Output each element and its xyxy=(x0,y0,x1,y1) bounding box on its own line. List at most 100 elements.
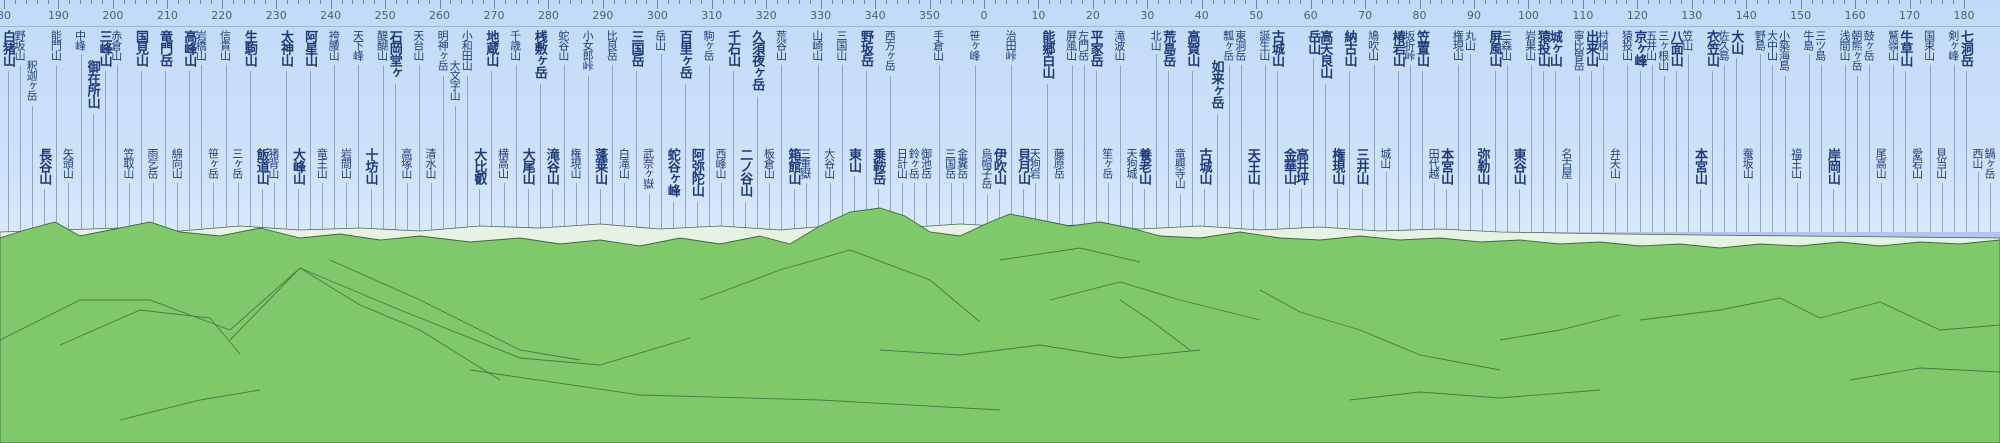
scale-minor-tick xyxy=(1452,0,1454,4)
scale-minor-tick xyxy=(1866,0,1867,4)
peak-leader-line xyxy=(1337,189,1339,232)
peak-leader-line xyxy=(1131,183,1133,232)
peak-label: 三ツ島 xyxy=(1813,30,1827,60)
peak-label: 駒ヶ岳 xyxy=(701,30,715,60)
peak-label: 鼓ヶ岳 xyxy=(1862,30,1876,60)
peak-label: 国見山 xyxy=(132,30,148,66)
scale-minor-tick xyxy=(1942,0,1944,4)
peak-label: 鳩吹山 xyxy=(1366,30,1380,60)
peak-leader-line xyxy=(1071,65,1073,232)
peak-label: 権現山 xyxy=(1329,148,1345,184)
scale-minor-tick xyxy=(864,0,866,4)
scale-label: 300 xyxy=(646,9,668,22)
peak-leader-line xyxy=(1736,58,1738,232)
peak-label: 金糞岳 xyxy=(955,148,969,178)
scale-minor-tick xyxy=(1539,0,1541,4)
peak-leader-line xyxy=(479,189,481,232)
peak-label: 出来山 xyxy=(1583,30,1599,66)
scale-tick xyxy=(711,0,713,9)
scale-minor-tick xyxy=(1789,0,1791,4)
peak-leader-line xyxy=(213,183,215,232)
peak-label: 高井坪 xyxy=(1293,148,1309,184)
scale-minor-tick xyxy=(1212,0,1214,4)
scale-tick xyxy=(1909,0,1911,9)
peak-leader-line xyxy=(128,183,130,232)
peak-label: 尾高山 xyxy=(1874,148,1888,178)
peak-label: 椿岩山 xyxy=(1389,30,1405,66)
peak-label: 七洞岳 xyxy=(1957,30,1973,66)
scale-tick xyxy=(494,0,495,9)
scale-minor-tick xyxy=(1223,0,1225,4)
peak-leader-line xyxy=(32,106,34,232)
peak-leader-line xyxy=(829,183,831,232)
scale-minor-tick xyxy=(461,0,463,4)
scale-minor-tick xyxy=(450,0,452,4)
peak-leader-line xyxy=(1240,65,1242,232)
scale-minor-tick xyxy=(526,0,528,4)
peak-leader-line xyxy=(576,183,577,232)
peak-leader-line xyxy=(334,65,336,232)
peak-leader-line xyxy=(950,183,952,232)
scale-tick xyxy=(1365,0,1367,9)
peak-label: 乗鞍岳 xyxy=(870,148,886,184)
peak-leader-line xyxy=(1663,76,1665,232)
peak-leader-line xyxy=(708,65,710,232)
peak-label: 天狗岩 xyxy=(1028,148,1042,178)
peak-label: 三国岳 xyxy=(943,148,957,178)
peak-leader-line xyxy=(624,183,626,232)
peak-leader-line xyxy=(455,106,457,232)
peak-leader-line xyxy=(1724,65,1726,232)
scale-label: 140 xyxy=(1735,9,1757,22)
peak-leader-line xyxy=(527,189,529,232)
scale-minor-tick xyxy=(1724,0,1726,4)
peak-leader-line xyxy=(430,183,432,232)
peak-leader-line xyxy=(1216,114,1218,232)
peak-leader-line xyxy=(600,189,602,232)
scale-tick xyxy=(167,0,169,9)
peak-label: 天王山 xyxy=(1244,148,1260,184)
scale-label: 110 xyxy=(1572,9,1594,22)
scale-tick xyxy=(1800,0,1802,9)
peak-label: 飯道山 xyxy=(253,148,269,184)
scale-minor-tick xyxy=(1158,0,1160,4)
peak-label: 平家岳 xyxy=(1087,30,1103,66)
scale-minor-tick xyxy=(635,0,637,4)
scale-minor-tick xyxy=(1125,0,1127,4)
scale-minor-tick xyxy=(1354,0,1356,4)
peak-leader-line xyxy=(406,183,408,232)
scale-minor-tick xyxy=(1267,0,1269,4)
scale-minor-tick xyxy=(1190,0,1192,4)
peak-leader-line xyxy=(1047,84,1049,232)
peak-label: 釈迦ヶ岳 xyxy=(25,60,39,100)
scale-label: 170 xyxy=(1899,9,1921,22)
scale-minor-tick xyxy=(483,0,485,4)
scale-minor-tick xyxy=(1593,0,1595,4)
scale-minor-tick xyxy=(581,0,583,4)
peak-label: 鷲嶺山 xyxy=(1886,30,1900,60)
peak-label: 久須夜ヶ岳 xyxy=(749,30,765,90)
peak-leader-line xyxy=(382,65,384,232)
scale-minor-tick xyxy=(1103,0,1105,4)
peak-label: 三重嶽 xyxy=(798,148,812,178)
peak-leader-line xyxy=(902,183,904,232)
peak-leader-line xyxy=(1869,65,1871,232)
scale-minor-tick xyxy=(1049,0,1051,4)
peak-leader-line xyxy=(1651,65,1653,232)
peak-label: 三ヶ岳 xyxy=(230,148,244,178)
peak-label: 三峰山 xyxy=(96,30,112,66)
scale-minor-tick xyxy=(254,0,256,4)
peak-leader-line xyxy=(503,183,505,232)
scale-tick xyxy=(1855,0,1857,9)
scale-label: 290 xyxy=(592,9,614,22)
peak-label: 三ヶ根山 xyxy=(1656,30,1670,70)
scale-tick xyxy=(1474,0,1475,9)
scale-minor-tick xyxy=(1953,0,1955,4)
peak-leader-line xyxy=(817,65,819,232)
scale-minor-tick xyxy=(1180,0,1181,4)
peak-label: 見当山 xyxy=(1934,148,1948,178)
peak-label: 衣笠山 xyxy=(1704,30,1720,66)
peak-label: 弁天山 xyxy=(1608,148,1622,178)
peak-leader-line xyxy=(1772,65,1774,232)
scale-minor-tick xyxy=(1114,0,1116,4)
